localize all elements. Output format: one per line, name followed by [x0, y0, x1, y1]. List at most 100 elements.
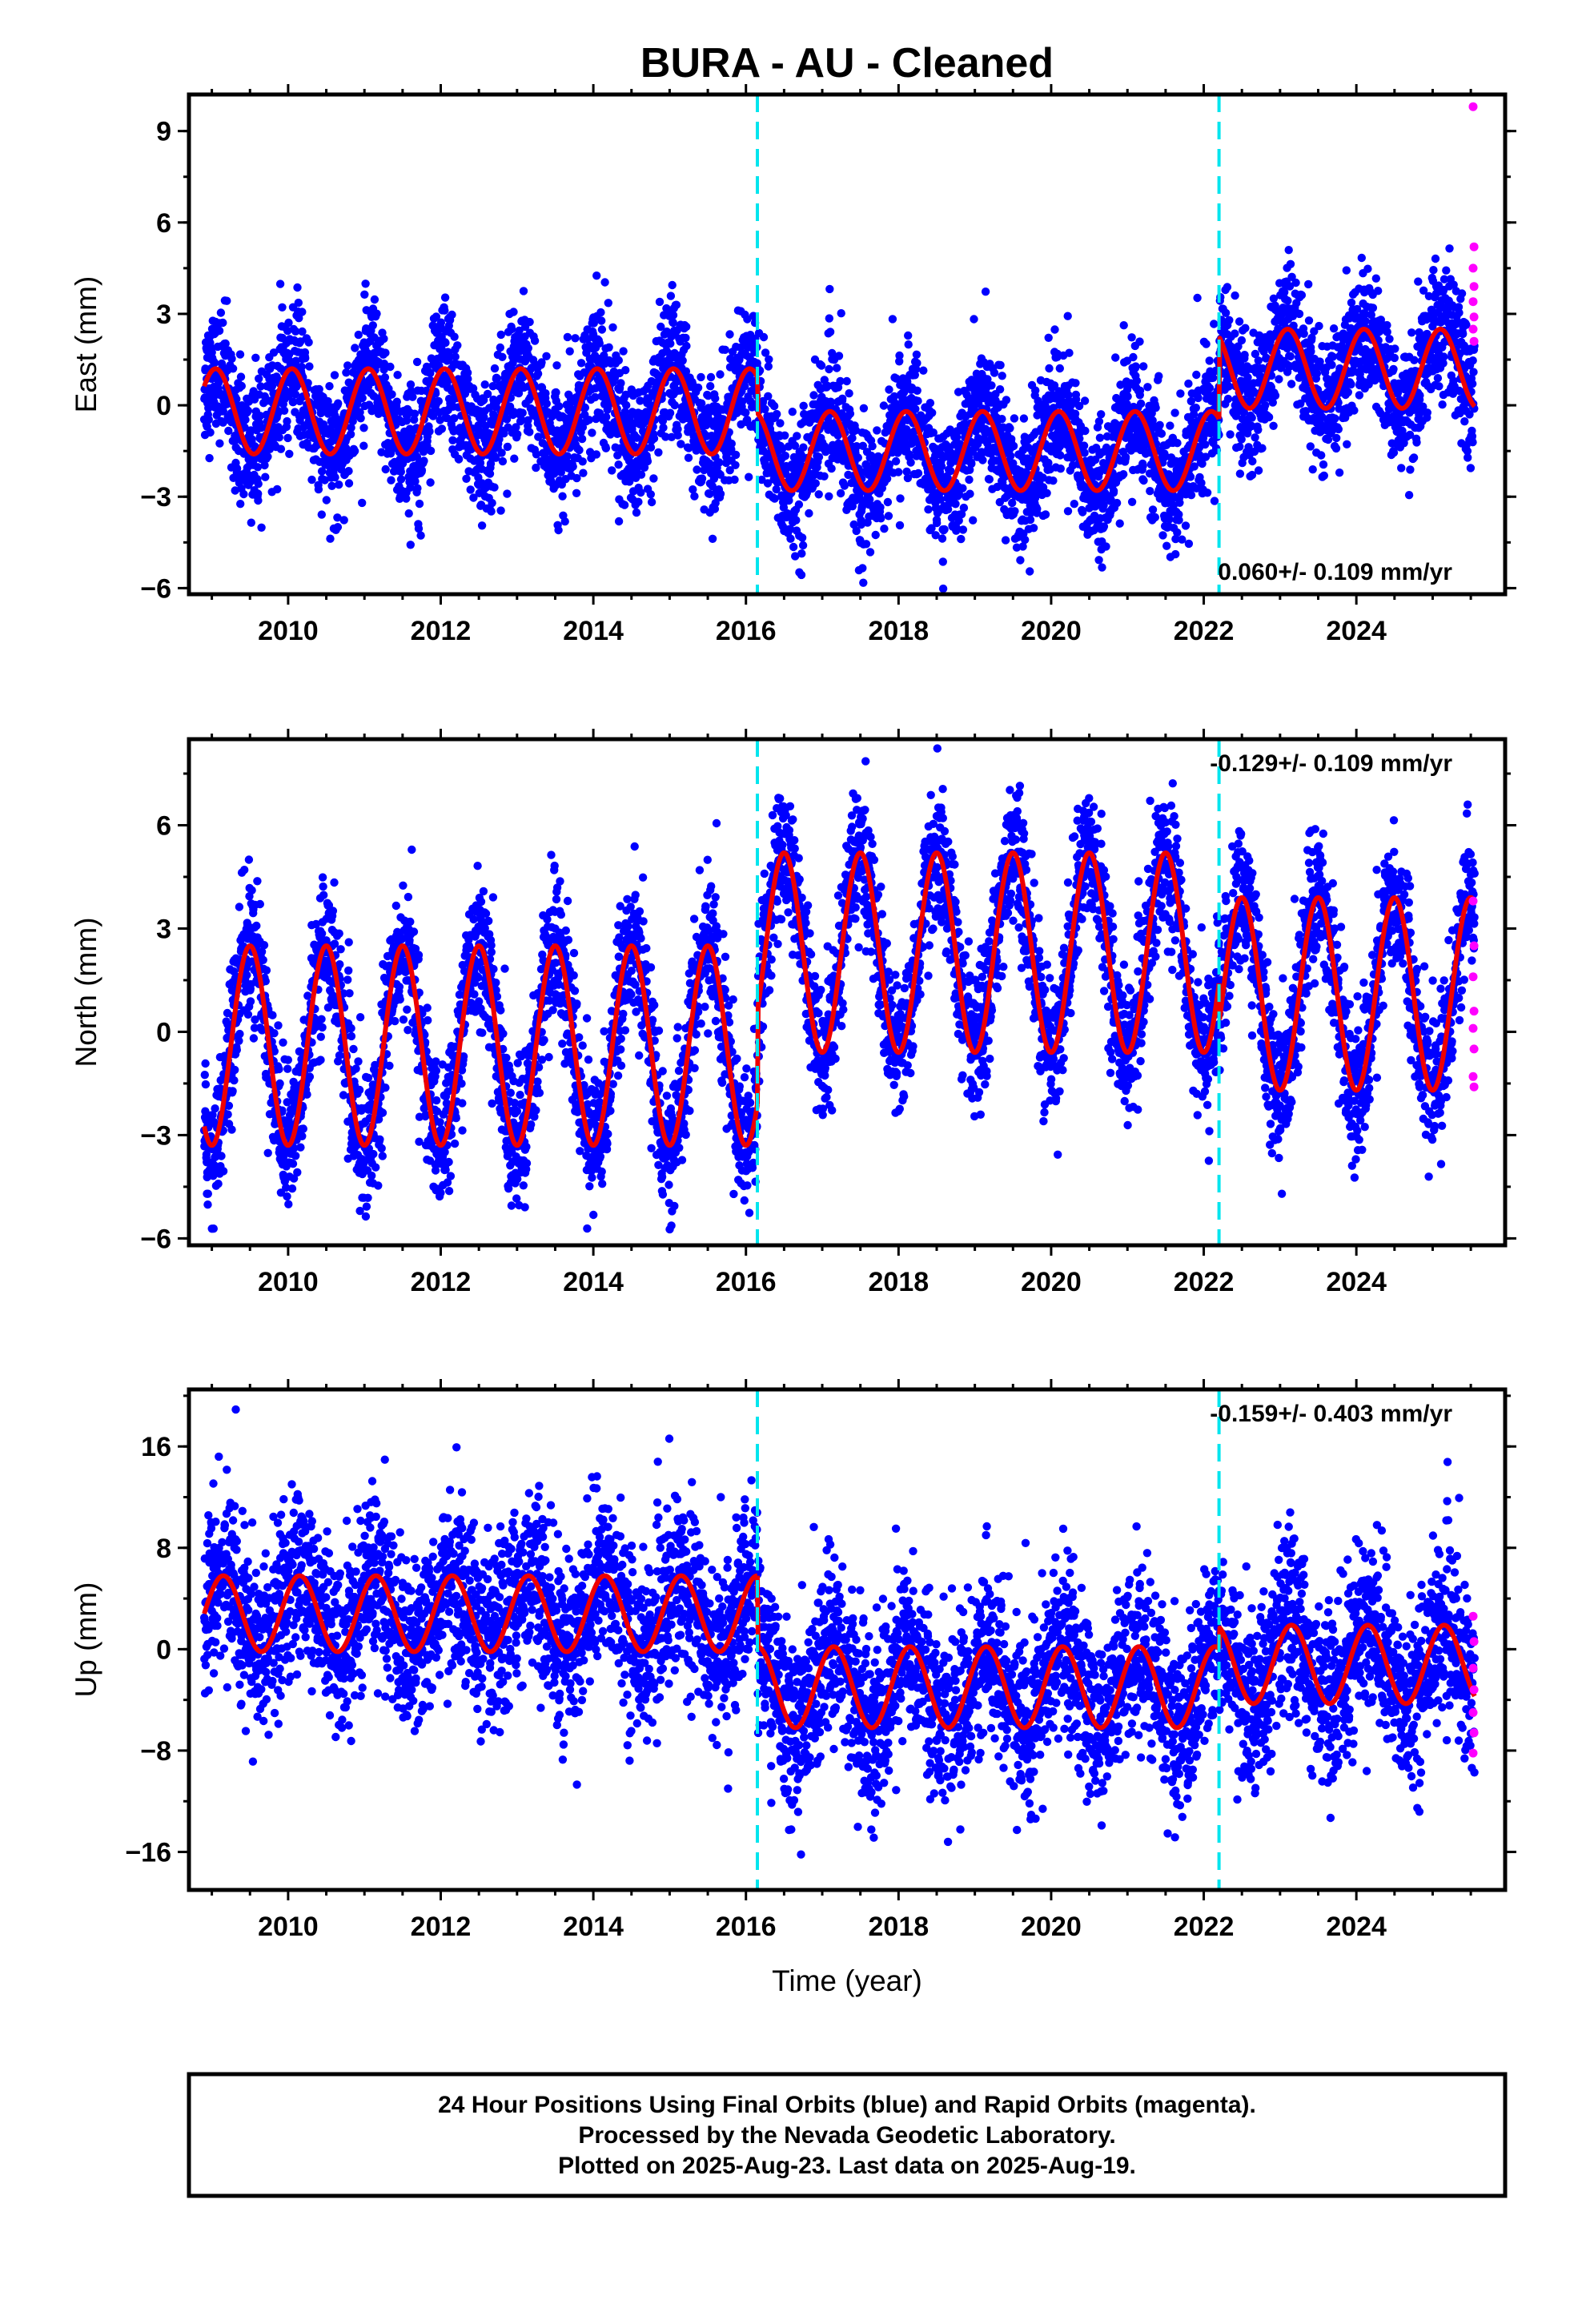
data-point — [205, 453, 214, 463]
data-point — [496, 330, 505, 340]
data-point — [597, 325, 607, 334]
data-point — [1304, 279, 1313, 289]
data-point — [469, 493, 478, 502]
data-point — [632, 508, 641, 517]
data-point — [1115, 519, 1124, 528]
data-point — [892, 374, 901, 383]
data-point — [334, 399, 343, 408]
data-point — [826, 397, 835, 406]
data-point — [1006, 452, 1015, 460]
data-point — [592, 450, 601, 459]
data-point — [1123, 392, 1132, 401]
data-point — [592, 271, 601, 280]
data-point — [1350, 406, 1359, 415]
data-point — [786, 525, 795, 533]
data-point — [788, 408, 797, 416]
data-point — [524, 344, 532, 352]
data-point — [1347, 298, 1356, 308]
data-point — [666, 292, 676, 300]
data-point — [254, 496, 263, 505]
data-point — [927, 524, 936, 533]
data-point — [1235, 442, 1244, 451]
data-point — [251, 353, 260, 362]
data-point — [791, 552, 800, 561]
data-point — [477, 521, 487, 530]
data-point — [534, 432, 543, 441]
data-point — [836, 489, 845, 498]
data-point — [777, 444, 787, 453]
data-point — [372, 309, 381, 318]
data-point — [1080, 396, 1090, 405]
data-point — [727, 439, 736, 448]
data-point — [1181, 521, 1191, 530]
data-point — [636, 488, 645, 497]
data-point — [1174, 516, 1183, 525]
data-point — [659, 423, 668, 432]
data-point — [552, 388, 560, 397]
data-point — [682, 341, 691, 351]
data-point — [911, 404, 920, 413]
data-point — [503, 489, 512, 498]
data-point — [797, 533, 807, 542]
data-point — [440, 306, 449, 315]
data-point — [411, 476, 420, 486]
data-point — [595, 339, 604, 348]
data-point — [216, 308, 226, 317]
data-point — [969, 516, 978, 525]
data-point — [517, 416, 526, 424]
data-point — [981, 287, 990, 296]
data-point — [1135, 337, 1144, 346]
data-point — [636, 396, 644, 405]
data-point — [1308, 465, 1317, 474]
data-point — [1271, 391, 1280, 400]
data-point — [811, 479, 820, 488]
data-point — [1319, 471, 1329, 480]
data-point — [828, 348, 837, 358]
data-point — [1306, 442, 1315, 451]
data-point — [889, 392, 899, 401]
data-point — [533, 369, 543, 378]
data-point — [1315, 321, 1323, 331]
data-point — [764, 362, 773, 371]
data-point — [497, 448, 506, 457]
data-point — [601, 444, 611, 452]
data-point — [840, 481, 849, 490]
data-point — [1203, 489, 1212, 497]
data-point — [307, 475, 316, 485]
data-point — [537, 358, 546, 367]
data-point — [304, 338, 313, 347]
data-point — [386, 362, 395, 372]
data-point — [224, 426, 233, 436]
data-point — [1371, 274, 1381, 283]
data-point — [231, 486, 239, 495]
data-point — [845, 389, 853, 398]
data-point — [1299, 329, 1308, 338]
data-point — [1132, 376, 1142, 385]
data-point — [426, 446, 436, 456]
data-point — [294, 298, 303, 308]
data-point — [799, 401, 808, 410]
data-point — [827, 464, 836, 473]
data-point — [708, 481, 717, 491]
data-point — [880, 525, 889, 533]
data-point — [1251, 433, 1259, 442]
data-point — [1343, 388, 1353, 396]
data-point — [1158, 531, 1167, 540]
data-point — [402, 494, 411, 503]
data-point — [708, 534, 717, 543]
data-point — [1121, 452, 1130, 461]
data-point — [614, 517, 624, 526]
data-point — [1194, 393, 1203, 403]
data-point — [339, 516, 348, 525]
data-point — [868, 442, 877, 451]
data-point — [667, 432, 677, 441]
data-point — [289, 397, 298, 407]
data-point — [228, 364, 238, 373]
data-point — [495, 435, 504, 444]
data-point — [555, 402, 564, 411]
data-point — [884, 512, 893, 521]
data-point — [656, 322, 665, 332]
data-point — [608, 323, 617, 332]
data-point — [1283, 296, 1292, 305]
data-point — [967, 459, 976, 468]
